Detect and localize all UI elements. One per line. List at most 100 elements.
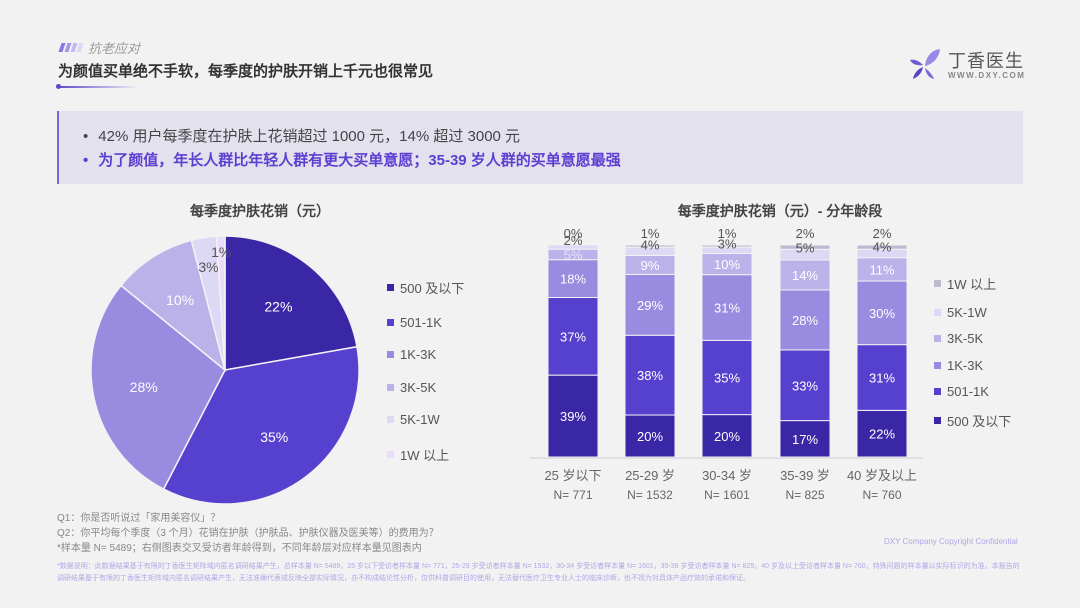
page-title: 为颜值买单绝不手软，每季度的护肤开销上千元也很常见 [58, 63, 434, 80]
x-tick-label: 35-39 岁 [780, 468, 830, 483]
logo-name: 丁香医生 [948, 50, 1024, 71]
disclaimer: *数据说明：此数据结果基于有限的丁香医生矩阵域内匿名调研结果产生，总样本量 N=… [57, 563, 1020, 582]
bar-data-label: 31% [714, 301, 740, 316]
section-tag: 抗老应对 [58, 38, 141, 57]
bar-data-label: 22% [869, 427, 895, 442]
insight-line-2: • 为了颜值，年长人群比年轻人群有更大买单意愿；35-39 岁人群的买单意愿最强 [83, 149, 1023, 173]
bar-data-label: 30% [869, 306, 895, 321]
legend-swatch [934, 308, 941, 316]
legend-swatch [387, 450, 394, 458]
bar-data-label: 1% [641, 226, 660, 241]
legend-label: 1K-3K [400, 347, 437, 362]
bar-data-label: 11% [869, 262, 894, 277]
bar-segment [701, 339, 753, 416]
pie-slice-label: 35% [260, 429, 288, 445]
bar-data-label: 5% [796, 241, 815, 256]
legend-item: 500 及以下 [934, 411, 1011, 430]
bar-segment [547, 244, 599, 250]
legend-item: 5K-1W [934, 305, 1011, 320]
pie-slice-label: 22% [264, 298, 292, 314]
bar-chart-title: 每季度护肤花销（元）- 分年龄段 [677, 203, 883, 219]
footnote-q1: Q1：你是否听说过「家用美容仪」？ [57, 513, 221, 524]
legend-label: 501-1K [400, 314, 442, 330]
legend-swatch [387, 383, 394, 391]
bar-data-label: 37% [560, 329, 586, 344]
sample-size-label: N= 771 [553, 488, 593, 502]
bar-segment [779, 244, 831, 250]
legend-swatch [934, 335, 941, 342]
bar-segment [701, 244, 753, 248]
bar-segment [856, 244, 908, 250]
bar-chart: 39%37%18%5%2%0%20%38%29%9%4%1%20%35%31%1… [530, 226, 923, 459]
legend-swatch [934, 388, 941, 395]
legend-swatch [387, 351, 394, 358]
bar-segment [624, 244, 676, 248]
bar-data-label: 3% [718, 236, 737, 251]
bar-data-label: 4% [641, 237, 660, 252]
bar-data-label: 14% [792, 268, 818, 283]
footnotes: Q1：你是否听说过「家用美容仪」？ Q2：你平均每个季度（3 个月）花销在护肤（… [57, 511, 439, 556]
legend-item: 1W 以上 [934, 274, 1011, 293]
pie-slice-label: 10% [166, 292, 194, 308]
legend-swatch [387, 284, 394, 291]
dxy-logo: 丁香医生 WWW.DXY.COM [908, 48, 1025, 82]
logo-url: WWW.DXY.COM [948, 70, 1026, 80]
bar-segment [624, 273, 676, 336]
bar-data-label: 0% [564, 226, 583, 241]
pie-slice [215, 235, 226, 371]
bar-data-label: 20% [637, 429, 663, 444]
pie-chart: 22% 35% 28% 10% 3%1% [90, 235, 360, 505]
insight-text-2: 为了颜值，年长人群比年轻人群有更大买单意愿；35-39 岁人群的买单意愿最强 [98, 152, 621, 169]
bar-data-label: 38% [637, 368, 663, 383]
legend-item: 1K-3K [934, 358, 1011, 373]
pie-slice [90, 284, 226, 491]
footnote-sample: *样本量 N= 5489；右侧图表交叉受访者年龄得到，不同年龄层对应样本量见图表… [57, 543, 422, 554]
x-tick-label: 25 岁以下 [544, 468, 602, 483]
copyright: DXY Company Copyright Confidential [884, 537, 1018, 546]
bar-segment [624, 414, 676, 458]
bar-data-label: 39% [560, 409, 586, 424]
legend-label: 3K-5K [947, 331, 984, 346]
legend-label: 1W 以上 [947, 277, 997, 292]
legend-label: 3K-5K [400, 379, 437, 395]
legend-item: 3K-5K [934, 331, 1011, 346]
bullet: • [83, 152, 89, 169]
bar-segment [779, 259, 831, 291]
title-underline-dot [56, 84, 61, 89]
legend-label: 5K-1W [400, 412, 440, 427]
legend-label: 5K-1W [947, 304, 987, 320]
bar-data-label: 4% [873, 239, 892, 254]
bar-segment [856, 409, 908, 458]
legend-swatch [387, 318, 394, 326]
bar-segment [701, 414, 753, 458]
pie-legend: 500 及以下 501-1K 1K-3K 3K-5K 5K-1W 1W 以上 [387, 278, 464, 464]
bar-segment [856, 280, 908, 346]
insight-box: • 42% 用户每季度在护肤上花销超过 1000 元，14% 超过 3000 元… [57, 111, 1023, 184]
legend-label: 500 及以下 [947, 413, 1012, 429]
bar-data-label: 1% [718, 226, 737, 241]
bar-data-label: 17% [792, 432, 818, 447]
legend-item: 1K-3K [387, 347, 464, 362]
legend-item: 3K-5K [387, 380, 464, 395]
x-tick-label: 25-29 岁 [625, 468, 675, 483]
pie-slice-label: 28% [130, 379, 158, 395]
bar-data-label: 2% [873, 226, 892, 241]
legend-label: 1W 以上 [400, 447, 450, 463]
bar-data-label: 2% [796, 226, 815, 241]
pie-slice-label: 3% [198, 259, 218, 275]
pie-slice-label: 1% [211, 244, 231, 260]
title-underline [57, 86, 139, 88]
bar-data-label: 33% [792, 378, 818, 393]
bar-data-label: 31% [869, 371, 895, 386]
bar-segment [779, 289, 831, 351]
legend-label: 1K-3K [947, 357, 984, 373]
bar-data-label: 29% [637, 298, 663, 313]
stripes-icon [58, 43, 84, 52]
legend-item: 1W 以上 [387, 445, 464, 464]
legend-label: 500 及以下 [400, 281, 465, 296]
bar-legend: 1W 以上 5K-1W 3K-5K 1K-3K 501-1K 500 及以下 [934, 274, 1011, 430]
bar-data-label: 18% [560, 272, 586, 287]
bar-data-label: 20% [714, 429, 740, 444]
section-tag-label: 抗老应对 [88, 41, 141, 56]
sample-size-label: N= 1601 [704, 488, 750, 502]
